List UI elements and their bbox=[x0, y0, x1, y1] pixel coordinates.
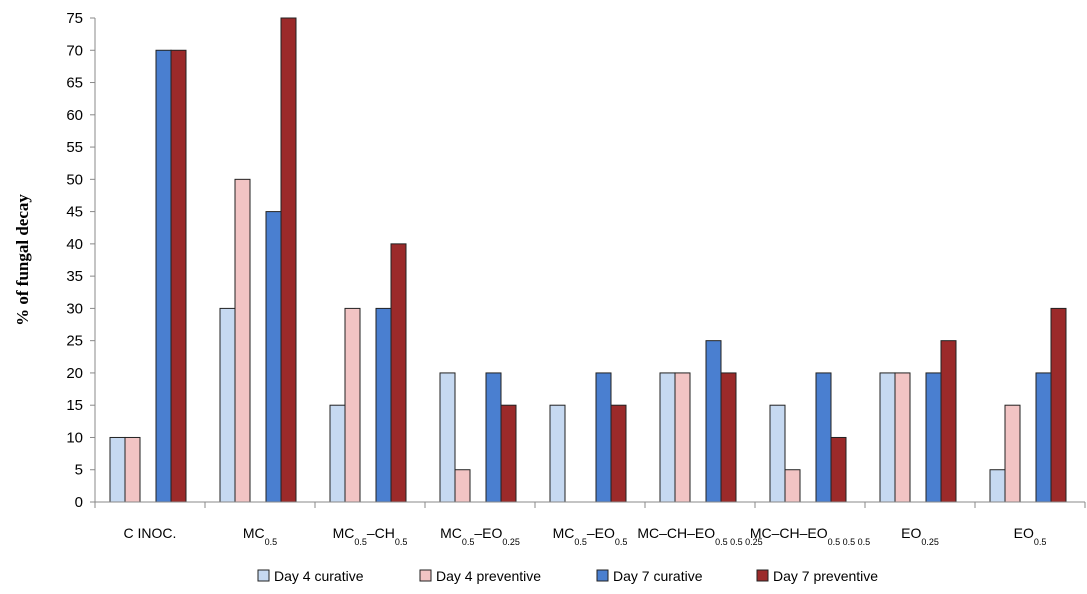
y-tick-label: 40 bbox=[66, 236, 83, 253]
y-tick-label: 25 bbox=[66, 333, 83, 350]
bar bbox=[265, 211, 282, 503]
x-category-label: MC–CH–EO0.5 0.5 0.25 bbox=[637, 525, 762, 547]
y-axis-ticks: 0 5 10 15 20 25 30 35 40 45 50 55 60 65 70 75 bbox=[66, 10, 95, 511]
bar bbox=[1035, 372, 1052, 503]
axes bbox=[94, 18, 1086, 508]
bar bbox=[1050, 307, 1067, 503]
legend-swatch bbox=[596, 569, 609, 582]
bar bbox=[375, 307, 392, 503]
bar bbox=[674, 372, 691, 503]
bar bbox=[769, 404, 786, 503]
bar bbox=[344, 307, 361, 503]
legend-swatch bbox=[756, 569, 769, 582]
y-tick-label: 65 bbox=[66, 75, 83, 92]
x-category-label: MC–CH–EO0.5 0.5 0.5 bbox=[750, 525, 870, 547]
bar bbox=[815, 372, 832, 503]
bar bbox=[989, 469, 1006, 503]
legend-swatch bbox=[257, 569, 270, 582]
bar bbox=[830, 436, 847, 503]
bar bbox=[925, 372, 942, 503]
x-category-label: MC0.5–EO0.25 bbox=[440, 525, 520, 547]
legend-label: Day 4 curative bbox=[274, 568, 364, 584]
x-category-label: C INOC. bbox=[124, 525, 177, 541]
x-category-label: MC0.5–CH0.5 bbox=[333, 525, 408, 547]
bar bbox=[390, 243, 407, 503]
y-tick-label: 75 bbox=[66, 10, 83, 27]
bar bbox=[485, 372, 502, 503]
bar bbox=[234, 178, 251, 503]
bar bbox=[720, 372, 737, 503]
y-tick-label: 50 bbox=[66, 171, 83, 188]
y-tick-label: 60 bbox=[66, 107, 83, 124]
x-category-label: MC0.5 bbox=[243, 525, 277, 547]
x-category-label: MC0.5–EO0.5 bbox=[553, 525, 628, 547]
y-axis-label: % of fungal decay bbox=[13, 194, 32, 326]
bar bbox=[500, 404, 517, 503]
y-tick-label: 45 bbox=[66, 204, 83, 221]
bar bbox=[610, 404, 627, 503]
y-tick-label: 0 bbox=[75, 494, 83, 511]
bar bbox=[219, 307, 236, 503]
legend-swatch bbox=[419, 569, 432, 582]
y-tick-label: 35 bbox=[66, 268, 83, 285]
bar bbox=[940, 340, 957, 503]
bar bbox=[280, 17, 297, 503]
bar bbox=[1004, 404, 1021, 503]
bars bbox=[109, 17, 1067, 503]
bar bbox=[879, 372, 896, 503]
bar bbox=[784, 469, 801, 503]
bar bbox=[170, 49, 187, 503]
bar bbox=[124, 436, 141, 503]
bar bbox=[454, 469, 471, 503]
legend-label: Day 4 preventive bbox=[436, 568, 541, 584]
y-tick-label: 15 bbox=[66, 397, 83, 414]
y-tick-label: 70 bbox=[66, 42, 83, 59]
bar bbox=[549, 404, 566, 503]
y-tick-label: 5 bbox=[75, 462, 83, 479]
bar bbox=[329, 404, 346, 503]
bar bbox=[595, 372, 612, 503]
bar bbox=[894, 372, 911, 503]
x-axis-category-labels: C INOC. MC0.5 MC0.5–CH0.5 MC0.5–EO0.25 MC0.5… bbox=[124, 525, 1047, 547]
y-tick-label: 30 bbox=[66, 300, 83, 317]
legend-label: Day 7 preventive bbox=[773, 568, 878, 584]
x-category-label: EO0.5 bbox=[1014, 525, 1047, 547]
legend-label: Day 7 curative bbox=[613, 568, 703, 584]
y-tick-label: 10 bbox=[66, 429, 83, 446]
bar bbox=[155, 49, 172, 503]
y-tick-label: 20 bbox=[66, 365, 83, 382]
bar bbox=[109, 436, 126, 503]
bar bbox=[659, 372, 676, 503]
x-category-label: EO0.25 bbox=[901, 525, 939, 547]
bar bbox=[705, 340, 722, 503]
y-tick-label: 55 bbox=[66, 139, 83, 156]
legend: Day 4 curative Day 4 preventive Day 7 cura… bbox=[257, 568, 878, 584]
bar bbox=[439, 372, 456, 503]
